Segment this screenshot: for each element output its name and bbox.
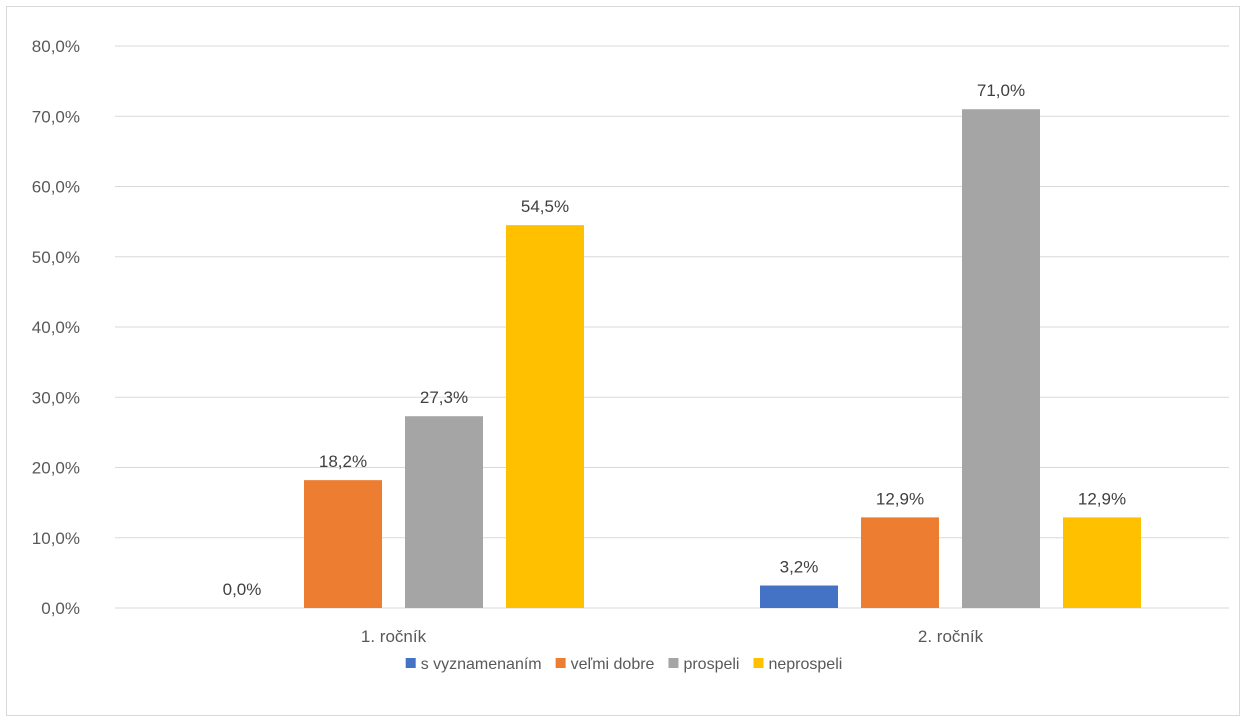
data-label: 54,5% <box>521 197 569 216</box>
y-tick-label: 10,0% <box>32 529 80 548</box>
y-tick-label: 80,0% <box>32 37 80 56</box>
y-tick-label: 20,0% <box>32 459 80 478</box>
data-label: 18,2% <box>319 452 367 471</box>
category-label: 2. ročník <box>918 627 984 646</box>
y-tick-label: 30,0% <box>32 388 80 407</box>
legend-label: neprospeli <box>768 656 842 673</box>
data-label: 12,9% <box>1078 489 1126 508</box>
bars <box>304 109 1141 608</box>
bar-chart: 0,0% 10,0% 20,0% 30,0% 40,0% 50,0% 60,0% 70,0% 8… <box>32 37 1229 673</box>
bar-prospeli-1 <box>405 416 483 608</box>
legend-swatch <box>668 658 679 668</box>
bar-neprospeli-1 <box>506 225 584 608</box>
legend-swatch <box>555 658 566 668</box>
legend-label: s vyznamenaním <box>421 656 542 673</box>
legend-swatch <box>405 658 416 668</box>
bar-veľmi-dobre-2 <box>861 517 939 608</box>
bar-neprospeli-2 <box>1063 517 1141 608</box>
bar-veľmi-dobre-1 <box>304 480 382 608</box>
data-label: 3,2% <box>780 558 819 577</box>
legend: s vyznamenaním veľmi dobre prospeli neprosp… <box>405 656 842 673</box>
data-label: 0,0% <box>223 580 262 599</box>
category-label: 1. ročník <box>361 627 427 646</box>
y-tick-label: 50,0% <box>32 248 80 267</box>
data-label: 27,3% <box>420 388 468 407</box>
legend-label: prospeli <box>683 656 739 673</box>
chart-frame: 0,0% 10,0% 20,0% 30,0% 40,0% 50,0% 60,0% 70,0% 8… <box>6 6 1240 716</box>
x-axis-category-labels: 1. ročník 2. ročník <box>361 627 984 646</box>
data-labels: 0,0% 18,2% 27,3% 54,5% 3,2% 12,9% 71,0% 12,9% <box>223 81 1126 599</box>
y-axis-tick-labels: 0,0% 10,0% 20,0% 30,0% 40,0% 50,0% 60,0% 70,0% 8… <box>32 37 80 618</box>
y-tick-label: 60,0% <box>32 178 80 197</box>
grid-lines <box>115 45 1229 609</box>
y-tick-label: 0,0% <box>41 599 80 618</box>
bar-prospeli-2 <box>962 109 1040 608</box>
y-tick-label: 40,0% <box>32 318 80 337</box>
legend-swatch <box>753 658 764 668</box>
bar-s-vyznamenaním-2 <box>760 585 838 608</box>
data-label: 71,0% <box>977 81 1025 100</box>
legend-label: veľmi dobre <box>571 656 655 673</box>
data-label: 12,9% <box>876 489 924 508</box>
y-tick-label: 70,0% <box>32 107 80 126</box>
